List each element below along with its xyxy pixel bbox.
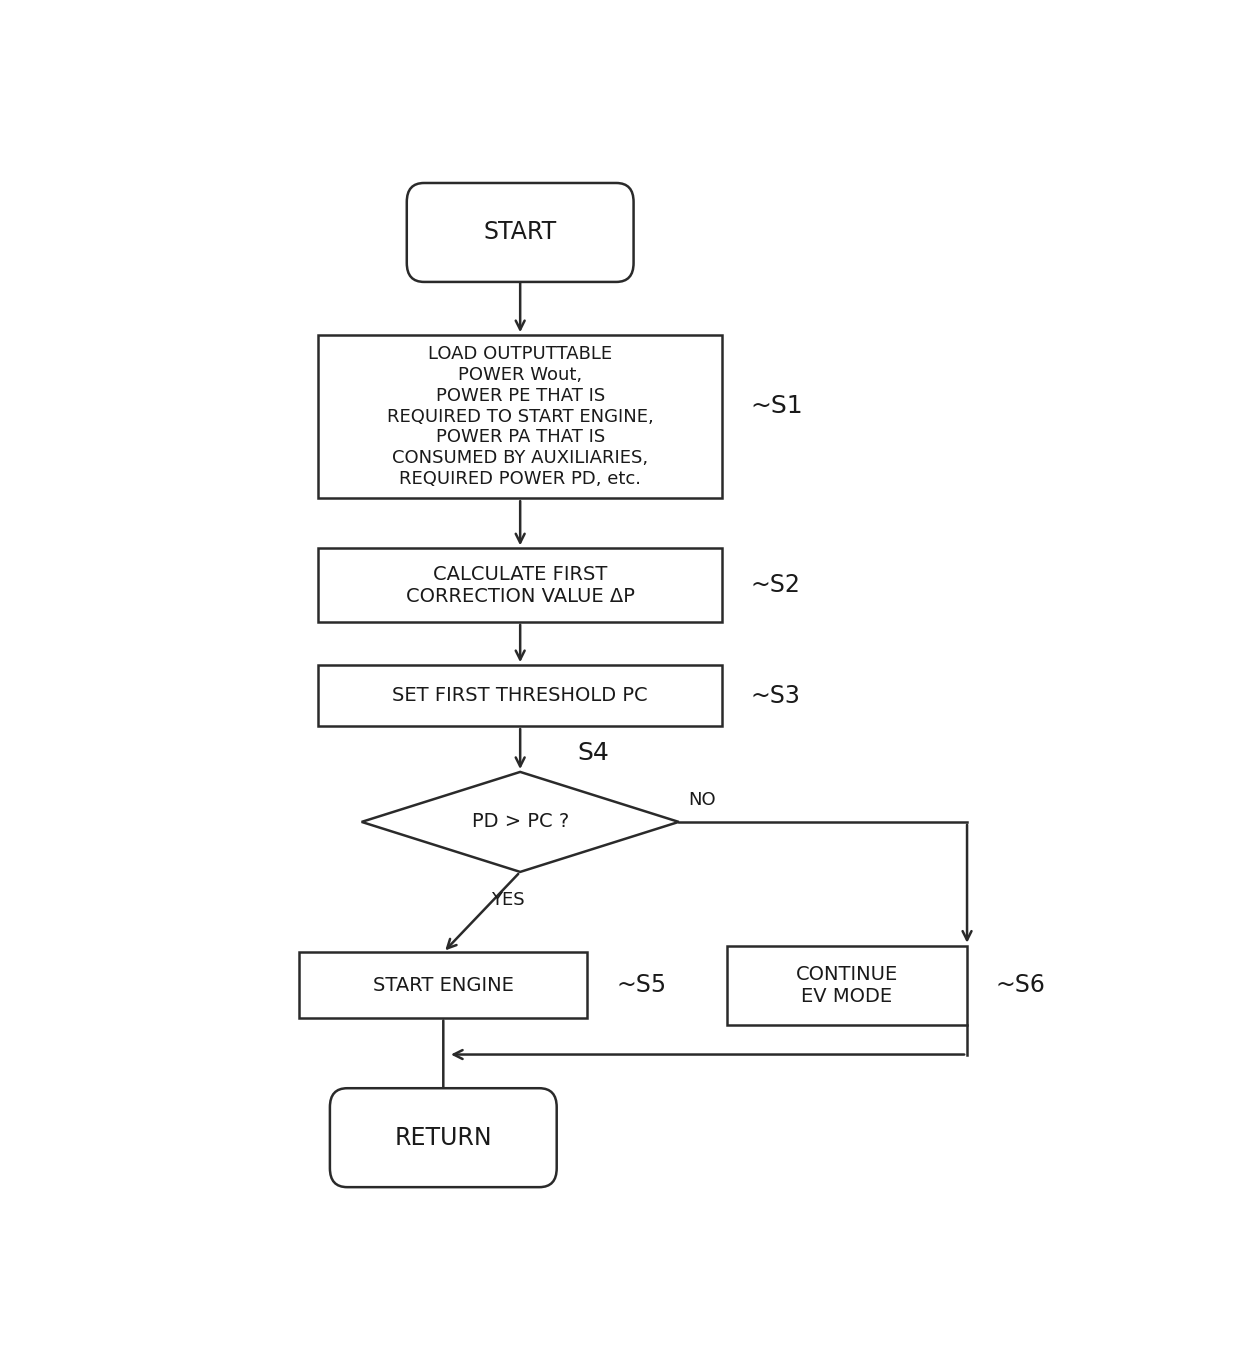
Text: RETURN: RETURN bbox=[394, 1125, 492, 1150]
FancyBboxPatch shape bbox=[407, 183, 634, 282]
Text: ~S3: ~S3 bbox=[751, 684, 801, 708]
Text: LOAD OUTPUTTABLE
POWER Wout,
POWER PE THAT IS
REQUIRED TO START ENGINE,
POWER PA: LOAD OUTPUTTABLE POWER Wout, POWER PE TH… bbox=[387, 346, 653, 488]
Bar bbox=[727, 946, 967, 1024]
FancyBboxPatch shape bbox=[330, 1088, 557, 1187]
Polygon shape bbox=[362, 772, 678, 872]
Text: PD > PC ?: PD > PC ? bbox=[471, 812, 569, 831]
Text: CALCULATE FIRST
CORRECTION VALUE ΔP: CALCULATE FIRST CORRECTION VALUE ΔP bbox=[405, 565, 635, 606]
Text: YES: YES bbox=[491, 891, 525, 909]
Bar bbox=[319, 666, 722, 726]
Text: ~S1: ~S1 bbox=[751, 394, 804, 418]
Text: S4: S4 bbox=[578, 741, 610, 766]
Text: START: START bbox=[484, 220, 557, 245]
Text: START ENGINE: START ENGINE bbox=[373, 976, 513, 995]
Bar bbox=[319, 335, 722, 498]
Text: CONTINUE
EV MODE: CONTINUE EV MODE bbox=[796, 965, 898, 1006]
Bar bbox=[299, 953, 588, 1017]
Text: ~S6: ~S6 bbox=[996, 973, 1045, 997]
Text: ~S2: ~S2 bbox=[751, 573, 801, 597]
Text: NO: NO bbox=[688, 791, 715, 809]
Text: SET FIRST THRESHOLD PC: SET FIRST THRESHOLD PC bbox=[392, 686, 649, 705]
Bar bbox=[319, 548, 722, 622]
Text: ~S5: ~S5 bbox=[616, 973, 666, 997]
